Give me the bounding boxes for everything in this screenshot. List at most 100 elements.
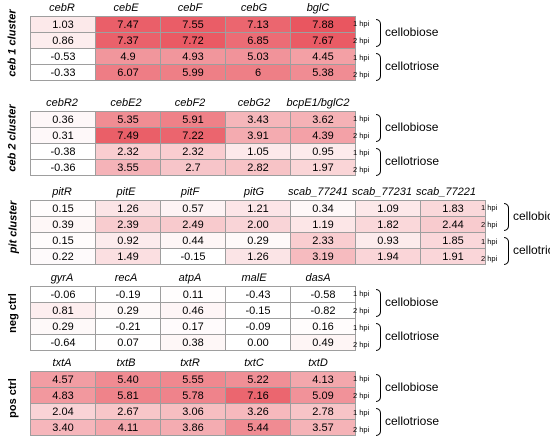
- hpi-label: 2 hpi: [353, 165, 370, 174]
- table-cell: 0.31: [30, 127, 96, 144]
- table-row: 2.04 2.67 3.06 3.26 2.78: [30, 403, 356, 420]
- hpi-label: 2 hpi: [353, 70, 370, 79]
- table-cell: 5.78: [160, 387, 226, 404]
- hpi-label: 2 hpi: [353, 36, 370, 45]
- table-row: -0.06 -0.19 0.11 -0.43 -0.58: [30, 286, 356, 303]
- table-cell: 7.49: [95, 127, 161, 144]
- table-cell: 5.81: [95, 387, 161, 404]
- table-cell: 0.39: [30, 216, 96, 233]
- hpi-label: 1 hpi: [353, 53, 370, 62]
- table-cell: 1.82: [355, 216, 421, 233]
- group-brace: [376, 114, 381, 142]
- sugar-label: cellotriose: [385, 154, 440, 168]
- panel-label-text: pit cluster: [7, 200, 20, 254]
- hpi-label: 2 hpi: [353, 340, 370, 349]
- table-cell: 0.57: [160, 200, 226, 217]
- table-cell: 0.49: [290, 334, 356, 351]
- table-row: 0.86 7.37 7.72 6.85 7.67: [30, 32, 356, 49]
- table-cell: 0.86: [30, 32, 96, 49]
- table-cell: 0.29: [225, 232, 291, 249]
- table-cell: -0.58: [290, 286, 356, 303]
- hpi-label: 1 hpi: [353, 114, 370, 123]
- table-cell: 2.67: [95, 403, 161, 420]
- value-table: -0.06 -0.19 0.11 -0.43 -0.58 0.81 0.29 0.46 -0.1…: [30, 286, 356, 351]
- group-brace: [376, 408, 381, 436]
- column-header: txtR: [180, 357, 200, 369]
- sugar-label: cellotriose: [385, 329, 440, 343]
- table-cell: 3.62: [290, 111, 356, 128]
- table-cell: 5.03: [225, 48, 291, 65]
- table-row: 4.57 5.40 5.55 5.22 4.13: [30, 371, 356, 388]
- hpi-label: 1 hpi: [481, 203, 498, 212]
- column-header: recA: [114, 272, 138, 284]
- table-cell: 2.49: [160, 216, 226, 233]
- hpi-label: 2 hpi: [353, 425, 370, 434]
- table-cell: -0.21: [95, 318, 161, 335]
- hpi-label: 1 hpi: [353, 323, 370, 332]
- column-header: pitR: [52, 186, 72, 198]
- column-header: scab_77221: [416, 186, 476, 198]
- table-cell: 0.81: [30, 302, 96, 319]
- table-cell: 3.91: [225, 127, 291, 144]
- table-cell: 2.78: [290, 403, 356, 420]
- table-cell: 0.17: [160, 318, 226, 335]
- table-cell: 4.93: [160, 48, 226, 65]
- table-row: 4.83 5.81 5.78 7.16 5.09: [30, 387, 356, 404]
- table-cell: 3.26: [225, 403, 291, 420]
- table-cell: 0.29: [95, 302, 161, 319]
- column-header: malE: [241, 272, 267, 284]
- table-row: -0.36 3.55 2.7 2.82 1.97: [30, 159, 356, 176]
- column-header: pitE: [116, 186, 136, 198]
- table-cell: 0.38: [160, 334, 226, 351]
- table-cell: 1.85: [420, 232, 486, 249]
- table-cell: 2.32: [160, 143, 226, 160]
- table-cell: 3.06: [160, 403, 226, 420]
- sugar-label: cellotriose: [385, 59, 440, 73]
- table-cell: -0.53: [30, 48, 96, 65]
- table-cell: 0.07: [95, 334, 161, 351]
- table-cell: 3.43: [225, 111, 291, 128]
- column-header: cebG2: [237, 97, 271, 109]
- table-cell: 2.04: [30, 403, 96, 420]
- hpi-label: 2 hpi: [353, 391, 370, 400]
- group-brace: [504, 237, 509, 265]
- hpi-label: 1 hpi: [481, 237, 498, 246]
- table-cell: 4.13: [290, 371, 356, 388]
- table-cell: 2.7: [160, 159, 226, 176]
- table-cell: -0.06: [30, 286, 96, 303]
- table-row: 0.29 -0.21 0.17 -0.09 0.16: [30, 318, 356, 335]
- value-table: 4.57 5.40 5.55 5.22 4.13 4.83 5.81 5.78 7.16 5.09…: [30, 371, 356, 436]
- table-cell: 3.57: [290, 419, 356, 436]
- column-header: cebE2: [110, 97, 142, 109]
- table-cell: 7.16: [225, 387, 291, 404]
- table-cell: 0.16: [290, 318, 356, 335]
- table-cell: -0.09: [225, 318, 291, 335]
- table-cell: 0.22: [30, 248, 96, 265]
- table-row: 0.81 0.29 0.46 -0.15 -0.82: [30, 302, 356, 319]
- table-cell: 1.94: [355, 248, 421, 265]
- table-cell: -0.19: [95, 286, 161, 303]
- table-cell: 2.39: [95, 216, 161, 233]
- group-brace: [504, 203, 509, 231]
- table-row: 1.03 7.47 7.55 7.13 7.88: [30, 16, 356, 33]
- table-cell: 2.82: [225, 159, 291, 176]
- table-cell: 4.11: [95, 419, 161, 436]
- panel-label: ceb 1 cluster: [0, 2, 26, 84]
- hpi-label: 2 hpi: [353, 131, 370, 140]
- column-header: pitF: [180, 186, 200, 198]
- sugar-label: cellobiose: [385, 25, 439, 39]
- column-header: cebF2: [174, 97, 206, 109]
- table-cell: 1.26: [95, 200, 161, 217]
- table-cell: 4.83: [30, 387, 96, 404]
- column-header: dasA: [305, 272, 331, 284]
- table-cell: -0.36: [30, 159, 96, 176]
- column-header: scab_77241: [288, 186, 348, 198]
- table-cell: 2.44: [420, 216, 486, 233]
- sugar-label: cellobiose: [385, 380, 439, 394]
- table-row: -0.53 4.9 4.93 5.03 4.45: [30, 48, 356, 65]
- sugar-label: cellotriose: [385, 414, 440, 428]
- table-cell: 7.13: [225, 16, 291, 33]
- hpi-label: 1 hpi: [353, 19, 370, 28]
- table-cell: -0.43: [225, 286, 291, 303]
- table-cell: 1.91: [420, 248, 486, 265]
